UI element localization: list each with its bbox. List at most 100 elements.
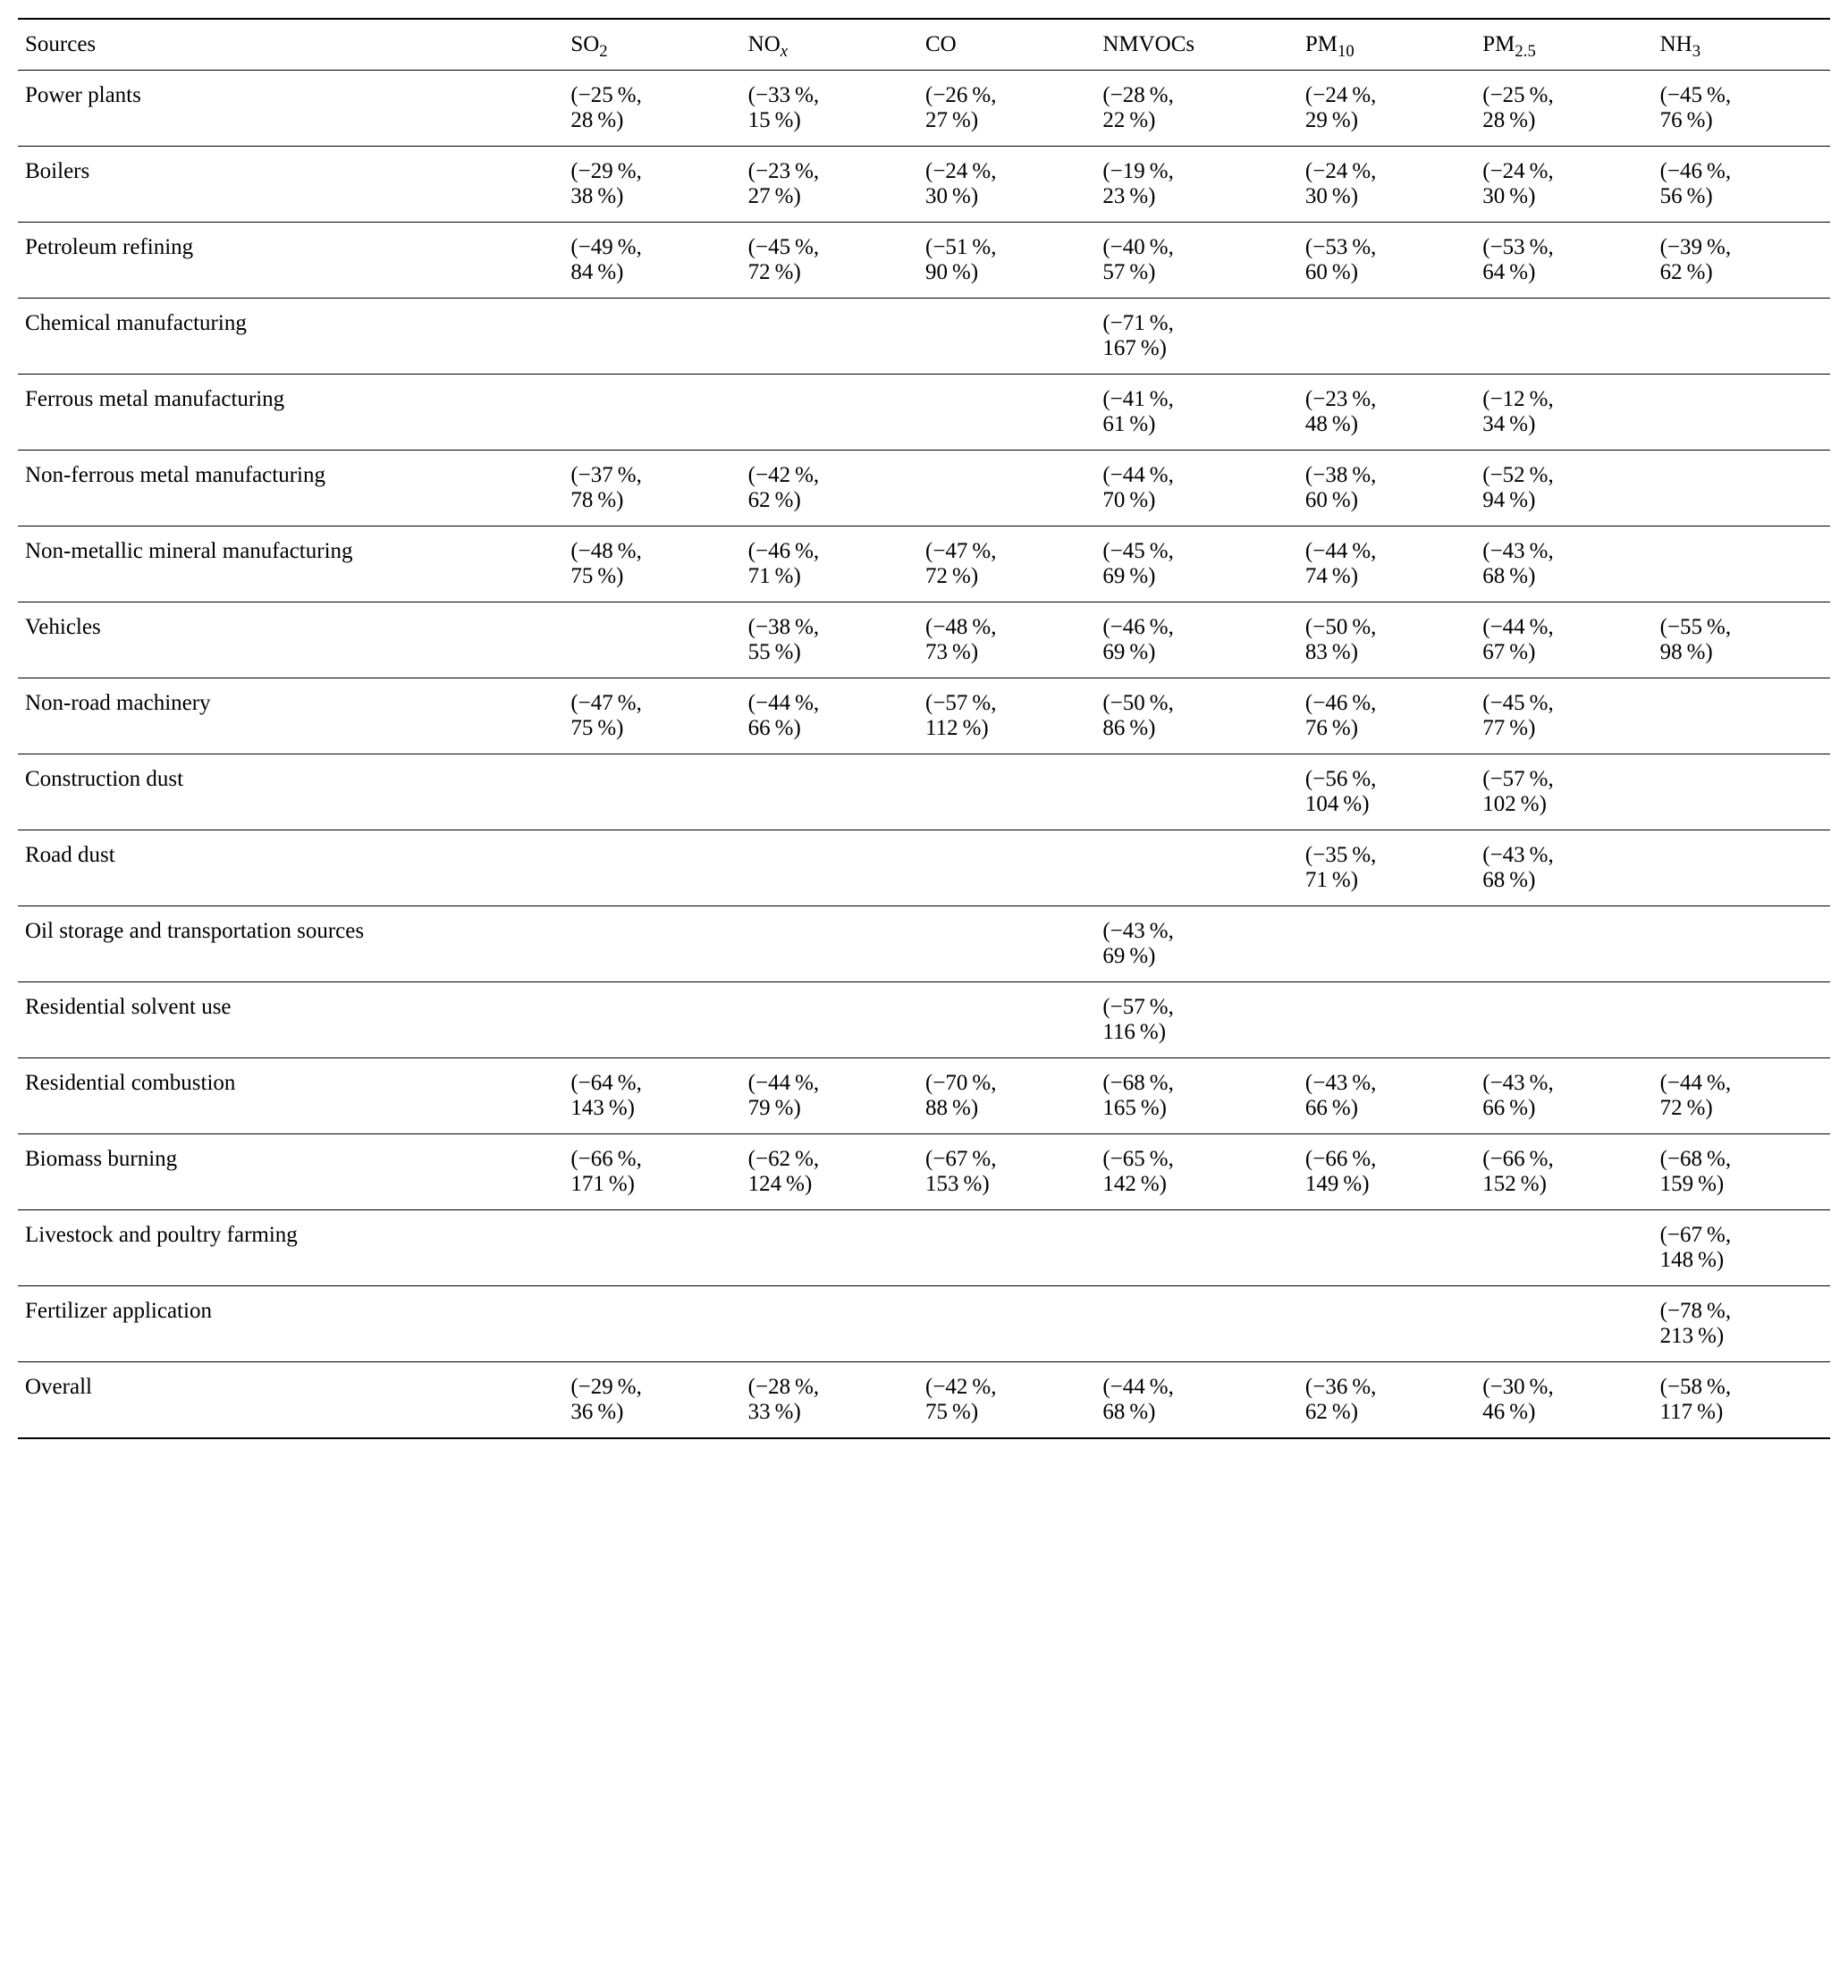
table-cell: (−26 %,27 %)	[918, 71, 1095, 147]
row-label: Biomass burning	[18, 1134, 563, 1210]
table-cell: (−52 %,94 %)	[1475, 451, 1652, 526]
cell-lower: (−70 %,	[925, 1071, 1088, 1096]
cell-upper: 142 %)	[1102, 1172, 1291, 1197]
cell-upper: 94 %)	[1482, 488, 1645, 513]
cell-lower: (−23 %,	[1305, 387, 1468, 412]
cell-lower: (−38 %,	[1305, 463, 1468, 488]
cell-lower: (−56 %,	[1305, 767, 1468, 792]
cell-upper: 61 %)	[1102, 412, 1291, 437]
cell-lower: (−24 %,	[1482, 159, 1645, 184]
table-cell: (−35 %,71 %)	[1298, 830, 1475, 906]
table-cell: (−30 %,46 %)	[1475, 1362, 1652, 1439]
row-label: Overall	[18, 1362, 563, 1439]
table-cell: (−42 %,75 %)	[918, 1362, 1095, 1439]
table-cell	[741, 1210, 918, 1286]
cell-lower: (−49 %,	[570, 235, 733, 260]
table-cell: (−53 %,60 %)	[1298, 223, 1475, 299]
col-header-base: NO	[748, 32, 781, 56]
cell-lower: (−47 %,	[570, 691, 733, 716]
cell-lower: (−64 %,	[570, 1071, 733, 1096]
table-row: Boilers(−29 %,38 %)(−23 %,27 %)(−24 %,30…	[18, 147, 1830, 223]
cell-upper: 75 %)	[925, 1400, 1088, 1425]
table-cell: (−37 %,78 %)	[563, 451, 740, 526]
table-cell: (−55 %,98 %)	[1653, 602, 1830, 678]
cell-upper: 75 %)	[570, 716, 733, 741]
cell-lower: (−19 %,	[1102, 159, 1291, 184]
table-cell: (−66 %,152 %)	[1475, 1134, 1652, 1210]
cell-upper: 62 %)	[1305, 1400, 1468, 1425]
row-label: Petroleum refining	[18, 223, 563, 299]
table-cell: (−43 %,68 %)	[1475, 830, 1652, 906]
cell-upper: 60 %)	[1305, 488, 1468, 513]
table-cell	[741, 754, 918, 830]
table-cell	[918, 1210, 1095, 1286]
table-cell	[918, 375, 1095, 451]
table-cell	[1475, 1286, 1652, 1362]
table-cell: (−42 %,62 %)	[741, 451, 918, 526]
table-cell: (−40 %,57 %)	[1095, 223, 1298, 299]
cell-upper: 73 %)	[925, 640, 1088, 665]
cell-lower: (−51 %,	[925, 235, 1088, 260]
table-cell	[1475, 1210, 1652, 1286]
table-cell	[741, 982, 918, 1058]
table-cell: (−29 %,36 %)	[563, 1362, 740, 1439]
cell-upper: 62 %)	[1660, 260, 1823, 285]
cell-lower: (−45 %,	[748, 235, 911, 260]
cell-upper: 38 %)	[570, 184, 733, 209]
cell-lower: (−43 %,	[1102, 919, 1291, 944]
cell-lower: (−62 %,	[748, 1147, 911, 1172]
table-cell: (−45 %,72 %)	[741, 223, 918, 299]
cell-upper: 79 %)	[748, 1096, 911, 1121]
table-cell: (−43 %,66 %)	[1475, 1058, 1652, 1134]
cell-lower: (−44 %,	[1102, 1375, 1291, 1400]
table-cell: (−46 %,69 %)	[1095, 602, 1298, 678]
cell-upper: 90 %)	[925, 260, 1088, 285]
cell-lower: (−12 %,	[1482, 387, 1645, 412]
cell-upper: 69 %)	[1102, 640, 1291, 665]
col-header-base: NH	[1660, 32, 1692, 56]
cell-upper: 30 %)	[1305, 184, 1468, 209]
cell-lower: (−55 %,	[1660, 615, 1823, 640]
table-row: Vehicles(−38 %,55 %)(−48 %,73 %)(−46 %,6…	[18, 602, 1830, 678]
cell-lower: (−28 %,	[1102, 83, 1291, 108]
table-cell: (−24 %,30 %)	[1298, 147, 1475, 223]
table-cell: (−50 %,83 %)	[1298, 602, 1475, 678]
table-row: Oil storage and transportation sources(−…	[18, 906, 1830, 982]
cell-upper: 75 %)	[570, 564, 733, 589]
table-cell: (−45 %,69 %)	[1095, 526, 1298, 602]
table-cell: (−65 %,142 %)	[1095, 1134, 1298, 1210]
table-cell	[1475, 982, 1652, 1058]
cell-upper: 117 %)	[1660, 1400, 1823, 1425]
table-cell: (−25 %,28 %)	[563, 71, 740, 147]
table-cell	[1653, 830, 1830, 906]
cell-upper: 76 %)	[1305, 716, 1468, 741]
col-header-nox: NOx	[741, 19, 918, 71]
cell-upper: 116 %)	[1102, 1020, 1291, 1045]
cell-lower: (−44 %,	[748, 1071, 911, 1096]
table-cell: (−44 %,66 %)	[741, 678, 918, 754]
table-cell: (−24 %,30 %)	[1475, 147, 1652, 223]
table-cell	[918, 906, 1095, 982]
table-row: Non-metallic mineral manufacturing(−48 %…	[18, 526, 1830, 602]
table-cell	[1475, 906, 1652, 982]
cell-upper: 36 %)	[570, 1400, 733, 1425]
cell-upper: 55 %)	[748, 640, 911, 665]
table-row: Residential combustion(−64 %,143 %)(−44 …	[18, 1058, 1830, 1134]
col-header-base: PM	[1482, 32, 1515, 56]
table-cell: (−41 %,61 %)	[1095, 375, 1298, 451]
cell-lower: (−24 %,	[1305, 83, 1468, 108]
cell-lower: (−66 %,	[1482, 1147, 1645, 1172]
table-cell	[918, 299, 1095, 375]
table-cell	[1653, 526, 1830, 602]
table-cell: (−47 %,75 %)	[563, 678, 740, 754]
table-cell: (−43 %,66 %)	[1298, 1058, 1475, 1134]
table-cell: (−71 %,167 %)	[1095, 299, 1298, 375]
cell-lower: (−24 %,	[1305, 159, 1468, 184]
cell-upper: 83 %)	[1305, 640, 1468, 665]
cell-lower: (−39 %,	[1660, 235, 1823, 260]
cell-upper: 165 %)	[1102, 1096, 1291, 1121]
row-label: Residential combustion	[18, 1058, 563, 1134]
cell-upper: 71 %)	[1305, 868, 1468, 893]
table-cell	[918, 451, 1095, 526]
table-cell: (−51 %,90 %)	[918, 223, 1095, 299]
